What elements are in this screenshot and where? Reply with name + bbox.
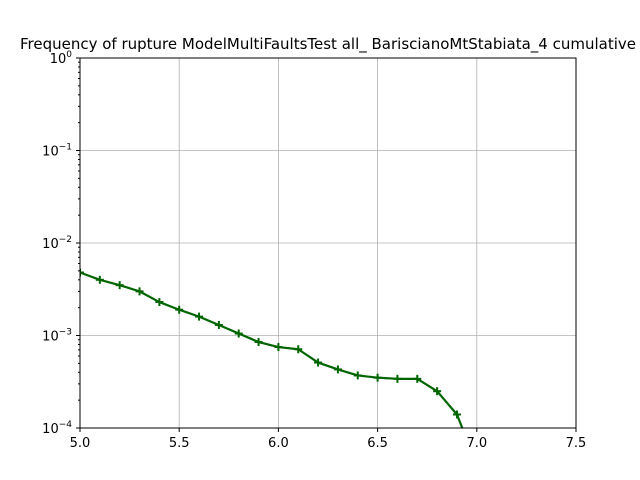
y-tick-exponent: 0 — [66, 50, 72, 60]
x-tick-label: 7.5 — [566, 436, 587, 451]
y-tick-label: 100 — [50, 50, 73, 67]
x-tick-label: 5.5 — [169, 436, 190, 451]
y-tick-label: 10−1 — [42, 143, 72, 160]
y-tick-label: 10−2 — [42, 235, 72, 252]
y-tick-label: 10−4 — [42, 420, 72, 437]
series-group — [80, 268, 464, 428]
data-point — [115, 281, 124, 290]
data-point — [413, 374, 422, 383]
data-point — [214, 320, 223, 329]
y-tick-base: 10 — [42, 145, 59, 160]
x-tick-label: 7.0 — [466, 436, 487, 451]
y-tick-label: 10−3 — [42, 328, 72, 345]
data-point — [95, 275, 104, 284]
y-tick-exponent: −2 — [59, 235, 72, 245]
y-tick-base: 10 — [50, 52, 67, 67]
data-point — [373, 373, 382, 382]
x-tick-label: 6.5 — [367, 436, 388, 451]
y-tick-base: 10 — [42, 237, 59, 252]
data-point — [234, 329, 243, 338]
y-tick-exponent: −3 — [59, 328, 72, 338]
data-point — [80, 268, 84, 277]
data-point — [433, 387, 442, 396]
x-tick-label: 6.0 — [268, 436, 289, 451]
chart-title: Frequency of rupture ModelMultiFaultsTes… — [20, 35, 636, 54]
data-point — [155, 298, 164, 307]
data-point — [333, 365, 342, 374]
y-tick-base: 10 — [42, 330, 59, 345]
data-point — [353, 371, 362, 380]
data-point — [254, 338, 263, 347]
y-tick-exponent: −1 — [59, 143, 72, 153]
y-tick-exponent: −4 — [59, 420, 73, 430]
data-point — [314, 358, 323, 367]
data-point — [452, 410, 461, 419]
data-point — [195, 312, 204, 321]
x-axis: 5.0 5.5 6.0 6.5 7.0 7.5 — [70, 428, 587, 451]
data-point — [393, 374, 402, 383]
data-point — [135, 287, 144, 296]
data-point — [294, 345, 303, 354]
x-tick-label: 5.0 — [70, 436, 91, 451]
data-point — [274, 343, 283, 352]
data-point — [175, 305, 184, 314]
y-tick-base: 10 — [42, 422, 59, 437]
